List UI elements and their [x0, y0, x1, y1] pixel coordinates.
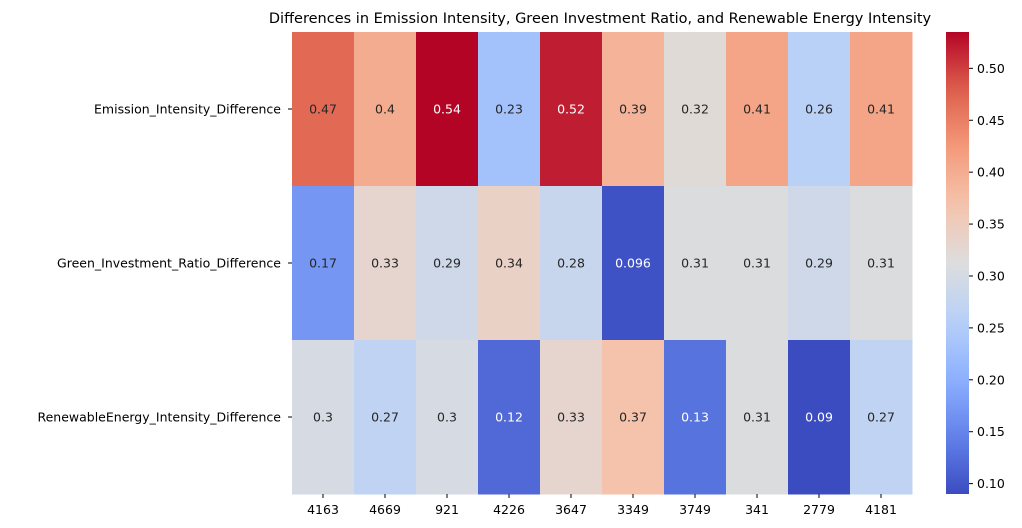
x-tick-label: 4181 [865, 502, 897, 517]
heatmap-cell [540, 32, 603, 187]
x-tick-label: 4669 [369, 502, 401, 517]
heatmap-cell [416, 32, 479, 187]
colorbar-tick-label: 0.35 [977, 217, 1005, 232]
y-tick-label: RenewableEnergy_Intensity_Difference [37, 410, 281, 425]
cell-annotation: 0.3 [313, 410, 333, 425]
y-tick-label: Emission_Intensity_Difference [94, 102, 281, 117]
heatmap-cell [850, 186, 913, 341]
cell-annotation: 0.54 [433, 102, 461, 117]
heatmap-cell [416, 340, 479, 495]
cell-annotation: 0.47 [309, 102, 337, 117]
heatmap-cell [478, 340, 541, 495]
heatmap-cell [726, 340, 789, 495]
heatmap-cell [602, 32, 665, 187]
cell-annotation: 0.3 [437, 410, 457, 425]
colorbar-tick-label: 0.40 [977, 165, 1005, 180]
cell-annotation: 0.31 [743, 410, 771, 425]
cell-annotation: 0.39 [619, 102, 647, 117]
cell-annotation: 0.12 [495, 410, 523, 425]
cell-annotation: 0.09 [805, 410, 833, 425]
cell-annotation: 0.29 [433, 256, 461, 271]
colorbar-tick-label: 0.25 [977, 320, 1005, 335]
heatmap-cell [726, 32, 789, 187]
heatmap-cell [478, 32, 541, 187]
cell-annotation: 0.4 [375, 102, 395, 117]
x-tick-label: 921 [435, 502, 459, 517]
cell-annotation: 0.32 [681, 102, 709, 117]
cell-annotation: 0.26 [805, 102, 833, 117]
heatmap-cell [602, 340, 665, 495]
cell-annotation: 0.29 [805, 256, 833, 271]
cell-annotation: 0.27 [867, 410, 895, 425]
x-tick-label: 3349 [617, 502, 649, 517]
cell-annotation: 0.41 [867, 102, 895, 117]
heatmap-cell [416, 186, 479, 341]
heatmap-cell [540, 340, 603, 495]
heatmap-cell [354, 340, 417, 495]
cell-annotation: 0.13 [681, 410, 709, 425]
heatmap-cell [540, 186, 603, 341]
chart-title: Differences in Emission Intensity, Green… [269, 11, 932, 27]
cell-annotation: 0.31 [867, 256, 895, 271]
colorbar-tick-label: 0.50 [977, 61, 1005, 76]
cell-annotation: 0.27 [371, 410, 399, 425]
heatmap-cell [788, 340, 851, 495]
heatmap-cell [664, 340, 727, 495]
cell-annotation: 0.33 [557, 410, 585, 425]
x-tick-label: 4226 [493, 502, 525, 517]
cell-annotation: 0.37 [619, 410, 647, 425]
x-tick-label: 3647 [555, 502, 587, 517]
colorbar-tick-label: 0.20 [977, 372, 1005, 387]
cell-annotation: 0.17 [309, 256, 337, 271]
heatmap-cell [478, 186, 541, 341]
cell-annotation: 0.28 [557, 256, 585, 271]
x-tick-label: 341 [745, 502, 769, 517]
colorbar-tick-label: 0.45 [977, 113, 1005, 128]
cell-annotation: 0.23 [495, 102, 523, 117]
x-tick-label: 3749 [679, 502, 711, 517]
heatmap-cell [850, 32, 913, 187]
cell-annotation: 0.52 [557, 102, 585, 117]
y-tick-label: Green_Investment_Ratio_Difference [57, 256, 281, 271]
heatmap-cell [354, 186, 417, 341]
heatmap-cell [664, 32, 727, 187]
heatmap-cell [726, 186, 789, 341]
x-tick-label: 2779 [803, 502, 835, 517]
cell-annotation: 0.41 [743, 102, 771, 117]
x-tick-label: 4163 [307, 502, 339, 517]
cell-annotation: 0.31 [743, 256, 771, 271]
cell-annotation: 0.096 [615, 256, 651, 271]
heatmap-cell [292, 32, 355, 187]
cell-annotation: 0.33 [371, 256, 399, 271]
colorbar [946, 32, 969, 494]
heatmap-cell [602, 186, 665, 341]
cell-annotation: 0.31 [681, 256, 709, 271]
colorbar-tick-label: 0.15 [977, 424, 1005, 439]
colorbar-tick-label: 0.30 [977, 268, 1005, 283]
heatmap-cell [292, 340, 355, 495]
heatmap-cell [850, 340, 913, 495]
heatmap-cell [788, 32, 851, 187]
heatmap-cell [664, 186, 727, 341]
heatmap-cell [354, 32, 417, 187]
heatmap-cell [292, 186, 355, 341]
colorbar-tick-label: 0.10 [977, 476, 1005, 491]
cell-annotation: 0.34 [495, 256, 523, 271]
heatmap-cell [788, 186, 851, 341]
